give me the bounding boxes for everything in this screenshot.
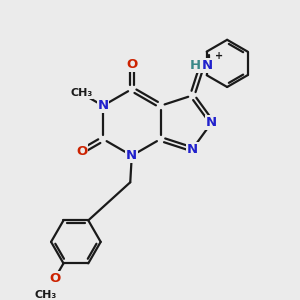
Text: O: O — [76, 145, 88, 158]
Text: CH₃: CH₃ — [34, 290, 56, 300]
Text: N: N — [187, 143, 198, 156]
Text: N: N — [202, 59, 213, 72]
Text: O: O — [126, 58, 137, 71]
Text: CH₃: CH₃ — [70, 88, 93, 98]
Text: N: N — [98, 99, 109, 112]
Text: N: N — [126, 149, 137, 162]
Text: O: O — [49, 272, 60, 285]
Text: +: + — [214, 51, 223, 61]
Text: H: H — [190, 59, 201, 72]
Text: N: N — [206, 116, 218, 129]
